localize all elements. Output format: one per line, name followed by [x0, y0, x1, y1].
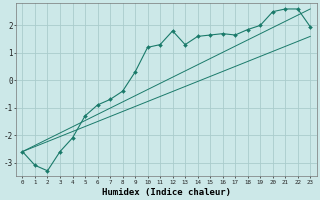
X-axis label: Humidex (Indice chaleur): Humidex (Indice chaleur)	[102, 188, 231, 197]
